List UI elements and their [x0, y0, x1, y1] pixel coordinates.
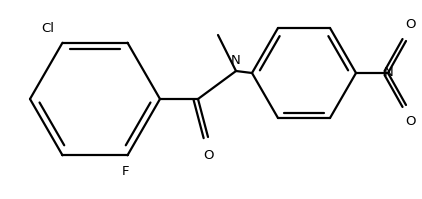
Text: Cl: Cl — [41, 22, 54, 35]
Text: O: O — [406, 115, 416, 128]
Text: O: O — [204, 149, 214, 162]
Text: N: N — [231, 54, 241, 67]
Text: O: O — [406, 18, 416, 31]
Text: F: F — [122, 165, 129, 178]
Text: N: N — [384, 65, 394, 78]
